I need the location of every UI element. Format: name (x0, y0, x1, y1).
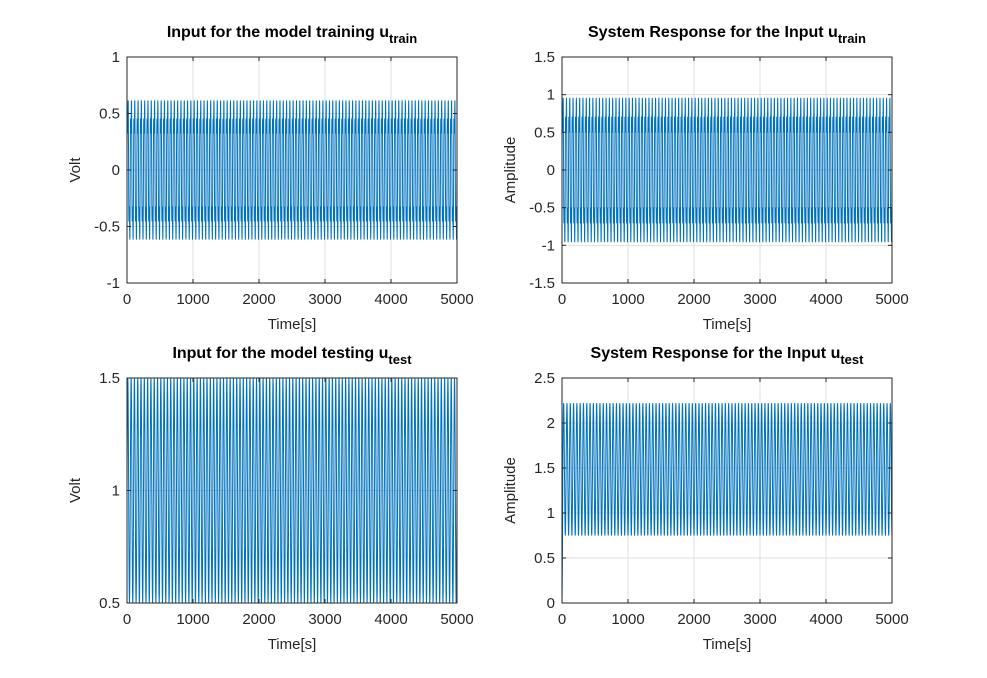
x-axis-label: Time[s] (703, 316, 752, 333)
y-axis-label: Volt (67, 477, 84, 503)
chart-title-subscript: train (838, 31, 866, 46)
series-line (126, 377, 458, 604)
y-tick-label: 2.5 (534, 370, 555, 387)
x-tick-label: 3000 (308, 611, 341, 628)
x-tick-label: 2000 (677, 611, 710, 628)
y-tick-label: 2 (547, 415, 555, 432)
x-tick-label: 3000 (743, 291, 776, 308)
x-tick-label: 1000 (611, 291, 644, 308)
x-tick-label: 5000 (440, 611, 473, 628)
series-line (561, 403, 893, 604)
x-tick-label: 5000 (875, 291, 908, 308)
y-tick-label: 0.5 (534, 124, 555, 141)
chart-title: Input for the model testing utest (172, 345, 412, 367)
y-tick-label: 1 (112, 483, 120, 500)
chart-title: System Response for the Input utrain (588, 24, 866, 46)
x-tick-label: 3000 (743, 611, 776, 628)
chart-title: Input for the model training utrain (167, 24, 417, 46)
y-tick-label: -1 (542, 237, 555, 254)
y-tick-label: 1.5 (99, 370, 120, 387)
x-tick-label: 0 (558, 611, 566, 628)
y-tick-label: -0.5 (529, 200, 555, 217)
x-axis-label: Time[s] (268, 316, 317, 333)
y-tick-label: 1.5 (534, 460, 555, 477)
x-tick-label: 4000 (374, 291, 407, 308)
series-line (126, 100, 458, 240)
subplot-3: 0 1000 2000 3000 4000 5000 0.5 1 1.5 Time[s] Volt I… (67, 345, 474, 653)
y-tick-label: 0 (547, 595, 555, 612)
chart-title: System Response for the Input utest (591, 345, 865, 367)
y-tick-label: 1.5 (534, 49, 555, 66)
x-tick-label: 2000 (242, 291, 275, 308)
y-tick-label: 1 (112, 49, 120, 66)
x-tick-label: 1000 (176, 611, 209, 628)
x-tick-label: 4000 (809, 291, 842, 308)
axes-border (561, 377, 893, 604)
y-axis-label: Volt (67, 157, 84, 183)
x-tick-label: 4000 (809, 611, 842, 628)
y-tick-label: 0 (112, 162, 120, 179)
x-tick-label: 0 (558, 291, 566, 308)
subplot-1: 0 1000 2000 3000 4000 5000 -1 -0.5 0 0.5 1 Time[s] V… (67, 24, 474, 333)
y-tick-label: 1 (547, 505, 555, 522)
x-axis-label: Time[s] (268, 636, 317, 653)
y-tick-label: -1 (107, 275, 120, 292)
y-axis-label: Amplitude (502, 137, 519, 204)
y-tick-label: -1.5 (529, 275, 555, 292)
chart-title-subscript: test (388, 352, 412, 367)
x-tick-label: 0 (123, 611, 131, 628)
x-tick-label: 2000 (677, 291, 710, 308)
y-tick-label: 0.5 (99, 106, 120, 123)
subplot-2: 0 1000 2000 3000 4000 5000 -1.5 -1 -0.5 0 0.5 1 1.5 T… (502, 24, 909, 333)
x-tick-label: 5000 (440, 291, 473, 308)
y-tick-label: 0.5 (534, 550, 555, 567)
chart-title-subscript: test (840, 352, 864, 367)
y-tick-label: 1 (547, 87, 555, 104)
x-tick-label: 2000 (242, 611, 275, 628)
y-tick-label: -0.5 (94, 219, 120, 236)
y-axis-label: Amplitude (502, 457, 519, 524)
x-tick-label: 5000 (875, 611, 908, 628)
y-tick-label: 0.5 (99, 595, 120, 612)
plot-area (561, 377, 893, 604)
x-tick-label: 3000 (308, 291, 341, 308)
x-axis-label: Time[s] (703, 636, 752, 653)
x-tick-label: 4000 (374, 611, 407, 628)
subplot-4: 0 1000 2000 3000 4000 5000 0 0.5 1 1.5 2 2.5 Time[s]… (502, 345, 909, 653)
x-tick-label: 0 (123, 291, 131, 308)
series-line (561, 97, 893, 243)
x-tick-label: 1000 (611, 611, 644, 628)
y-tick-label: 0 (547, 162, 555, 179)
chart-title-subscript: train (389, 31, 417, 46)
x-tick-label: 1000 (176, 291, 209, 308)
